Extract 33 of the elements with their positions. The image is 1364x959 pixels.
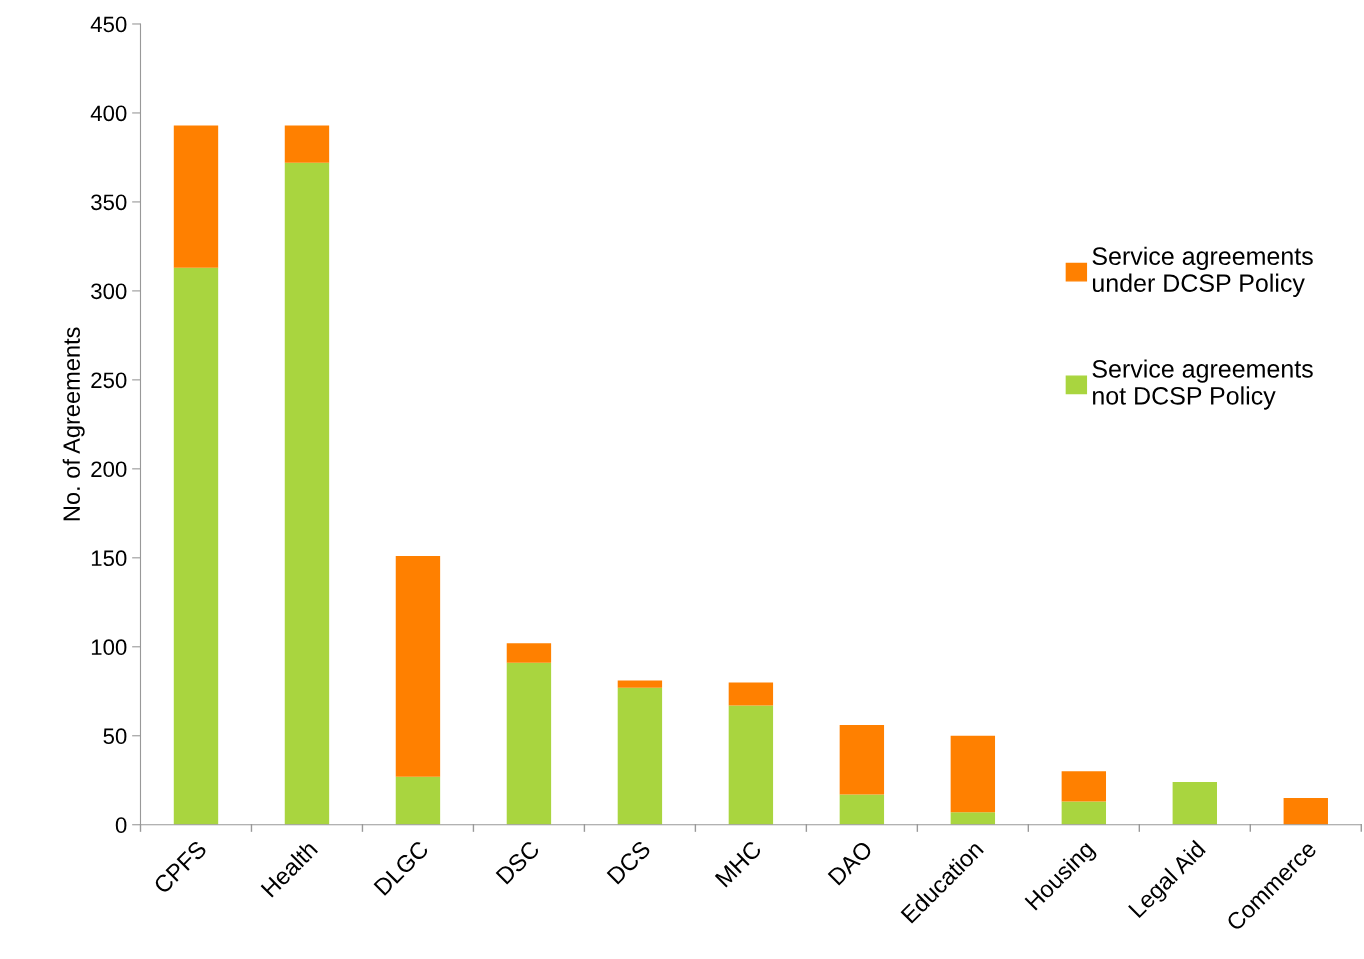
bar xyxy=(839,794,885,825)
bar xyxy=(284,125,330,163)
y-tick-label: 0 xyxy=(115,817,127,834)
bar xyxy=(728,705,774,825)
y-tick-label: 250 xyxy=(91,372,127,389)
y-tick-label: 200 xyxy=(91,461,127,478)
y-tick-label: 100 xyxy=(91,639,127,656)
y-tick-label: 300 xyxy=(91,283,127,300)
bar xyxy=(395,776,441,825)
bar xyxy=(728,682,774,706)
bar xyxy=(506,662,552,825)
bar xyxy=(950,812,996,825)
bar xyxy=(617,680,663,688)
bar xyxy=(839,725,885,795)
bar xyxy=(617,687,663,825)
bar xyxy=(1283,798,1328,825)
y-tick-label: 400 xyxy=(90,105,127,122)
bar xyxy=(284,162,330,825)
bar xyxy=(506,643,552,663)
bar xyxy=(173,125,219,268)
bar xyxy=(1061,801,1107,825)
legend-label: Service agreements under DCSP Policy xyxy=(1092,246,1313,297)
legend-label: Service agreements not DCSP Policy xyxy=(1092,359,1313,410)
bar xyxy=(950,735,996,813)
y-axis-title: No. of Agreements xyxy=(62,327,85,521)
y-tick-label: 450 xyxy=(90,16,127,33)
bar xyxy=(173,267,219,825)
bar xyxy=(1172,782,1217,825)
bar xyxy=(395,556,441,777)
y-tick-label: 150 xyxy=(91,550,127,567)
bar xyxy=(1061,771,1107,802)
y-tick-label: 50 xyxy=(103,728,127,745)
y-tick-label: 350 xyxy=(91,194,127,211)
